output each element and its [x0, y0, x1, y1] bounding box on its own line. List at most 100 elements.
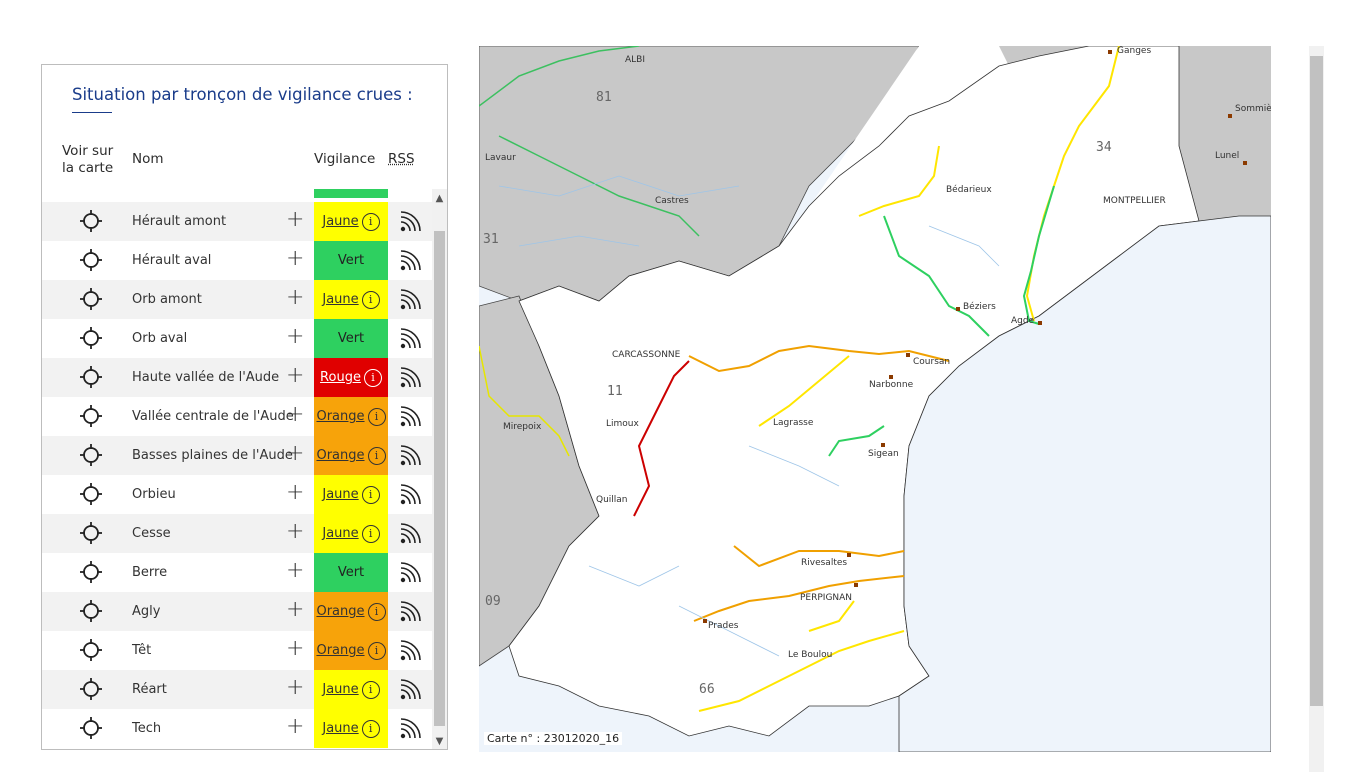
crosshair-icon[interactable] — [80, 678, 102, 700]
vigilance-badge[interactable]: Jaune i — [314, 280, 388, 319]
crosshair-icon[interactable] — [80, 249, 102, 271]
vigilance-label[interactable]: Jaune — [322, 292, 359, 307]
header-map: Voir sur la carte — [62, 143, 114, 176]
vigilance-badge[interactable]: Jaune i — [314, 670, 388, 709]
plus-icon[interactable]: + — [286, 675, 305, 700]
section-name: Vallée centrale de l'Aude — [132, 409, 294, 424]
crosshair-icon[interactable] — [80, 288, 102, 310]
vigilance-label[interactable]: Orange — [316, 448, 365, 463]
list-item: Haute vallée de l'Aude + Rouge i — [42, 358, 432, 397]
crosshair-icon[interactable] — [80, 483, 102, 505]
info-icon[interactable]: i — [361, 485, 380, 504]
crosshair-icon[interactable] — [80, 405, 102, 427]
plus-icon[interactable]: + — [286, 558, 305, 583]
list-item: Hérault aval + Vert — [42, 241, 432, 280]
city-label: Quillan — [596, 495, 628, 505]
vigilance-label[interactable]: Orange — [316, 409, 365, 424]
rss-icon[interactable] — [398, 327, 422, 351]
info-icon[interactable]: i — [361, 680, 380, 699]
plus-icon[interactable]: + — [286, 402, 305, 427]
rss-icon[interactable] — [398, 561, 422, 585]
city-label: MONTPELLIER — [1103, 196, 1166, 206]
rss-icon[interactable] — [398, 366, 422, 390]
vigilance-label[interactable]: Orange — [316, 643, 365, 658]
rss-icon[interactable] — [398, 639, 422, 663]
vigilance-badge[interactable]: Orange i — [314, 436, 388, 475]
vigilance-label[interactable]: Rouge — [320, 370, 361, 385]
city-label: Bédarieux — [946, 185, 992, 195]
plus-icon[interactable]: + — [286, 324, 305, 349]
vigilance-label[interactable]: Jaune — [322, 214, 359, 229]
section-name: Orbieu — [132, 487, 176, 502]
info-icon[interactable]: i — [367, 602, 386, 621]
plus-icon[interactable]: + — [286, 597, 305, 622]
info-icon[interactable]: i — [361, 290, 380, 309]
list-scrollbar[interactable]: ▲ ▼ — [432, 189, 447, 749]
rss-icon[interactable] — [398, 210, 422, 234]
rss-icon[interactable] — [398, 678, 422, 702]
city-label: Prades — [708, 621, 739, 631]
scroll-up-icon[interactable]: ▲ — [435, 193, 444, 204]
rss-icon[interactable] — [398, 405, 422, 429]
plus-icon[interactable]: + — [286, 636, 305, 661]
crosshair-icon[interactable] — [80, 444, 102, 466]
plus-icon[interactable]: + — [286, 207, 305, 232]
vigilance-label[interactable]: Jaune — [322, 487, 359, 502]
list-item: Orbieu + Jaune i — [42, 475, 432, 514]
info-icon[interactable]: i — [367, 641, 386, 660]
info-icon[interactable]: i — [361, 212, 380, 231]
vigilance-badge[interactable]: Jaune i — [314, 202, 388, 241]
info-icon[interactable]: i — [361, 524, 380, 543]
rss-icon[interactable] — [398, 483, 422, 507]
crosshair-icon[interactable] — [80, 639, 102, 661]
vigilance-label[interactable]: Jaune — [322, 682, 359, 697]
scroll-down-icon[interactable]: ▼ — [435, 736, 444, 747]
vigilance-badge[interactable]: Jaune i — [314, 709, 388, 748]
scroll-thumb[interactable] — [434, 231, 445, 726]
header-rss[interactable]: RSS — [388, 151, 415, 167]
info-icon[interactable]: i — [367, 407, 386, 426]
vigilance-map[interactable]: ALBI Lavaur Castres Bédarieux Ganges Som… — [479, 46, 1271, 752]
section-name: Agly — [132, 604, 161, 619]
rss-icon[interactable] — [398, 288, 422, 312]
crosshair-icon[interactable] — [80, 717, 102, 739]
crosshair-icon[interactable] — [80, 210, 102, 232]
plus-icon[interactable]: + — [286, 480, 305, 505]
map-canvas — [479, 46, 1271, 752]
vigilance-label[interactable]: Jaune — [322, 526, 359, 541]
rss-icon[interactable] — [398, 249, 422, 273]
vigilance-badge[interactable]: Jaune i — [314, 514, 388, 553]
plus-icon[interactable]: + — [286, 441, 305, 466]
department-label: 81 — [596, 90, 612, 105]
plus-icon[interactable]: + — [286, 714, 305, 739]
plus-icon[interactable]: + — [286, 285, 305, 310]
plus-icon[interactable]: + — [286, 363, 305, 388]
map-caption: Carte n° : 23012020_16 — [484, 732, 623, 745]
section-name: Réart — [132, 682, 167, 697]
vigilance-label[interactable]: Orange — [316, 604, 365, 619]
vigilance-label[interactable]: Jaune — [322, 721, 359, 736]
vigilance-badge[interactable]: Orange i — [314, 397, 388, 436]
crosshair-icon[interactable] — [80, 522, 102, 544]
plus-icon[interactable]: + — [286, 246, 305, 271]
info-icon[interactable]: i — [361, 719, 380, 738]
info-icon[interactable]: i — [367, 446, 386, 465]
rss-icon[interactable] — [398, 717, 422, 741]
plus-icon[interactable]: + — [286, 519, 305, 544]
vigilance-badge[interactable]: Rouge i — [314, 358, 388, 397]
rss-icon[interactable] — [398, 600, 422, 624]
rss-icon[interactable] — [398, 522, 422, 546]
list-item: Berre + Vert — [42, 553, 432, 592]
crosshair-icon[interactable] — [80, 561, 102, 583]
vigilance-badge[interactable]: Jaune i — [314, 475, 388, 514]
vigilance-badge[interactable]: Orange i — [314, 631, 388, 670]
page-scroll-thumb[interactable] — [1310, 56, 1323, 706]
crosshair-icon[interactable] — [80, 366, 102, 388]
rss-icon[interactable] — [398, 444, 422, 468]
vigilance-badge[interactable]: Orange i — [314, 592, 388, 631]
crosshair-icon[interactable] — [80, 327, 102, 349]
department-label: 11 — [607, 384, 623, 399]
info-icon[interactable]: i — [363, 368, 382, 387]
section-name: Haute vallée de l'Aude — [132, 370, 280, 385]
crosshair-icon[interactable] — [80, 600, 102, 622]
